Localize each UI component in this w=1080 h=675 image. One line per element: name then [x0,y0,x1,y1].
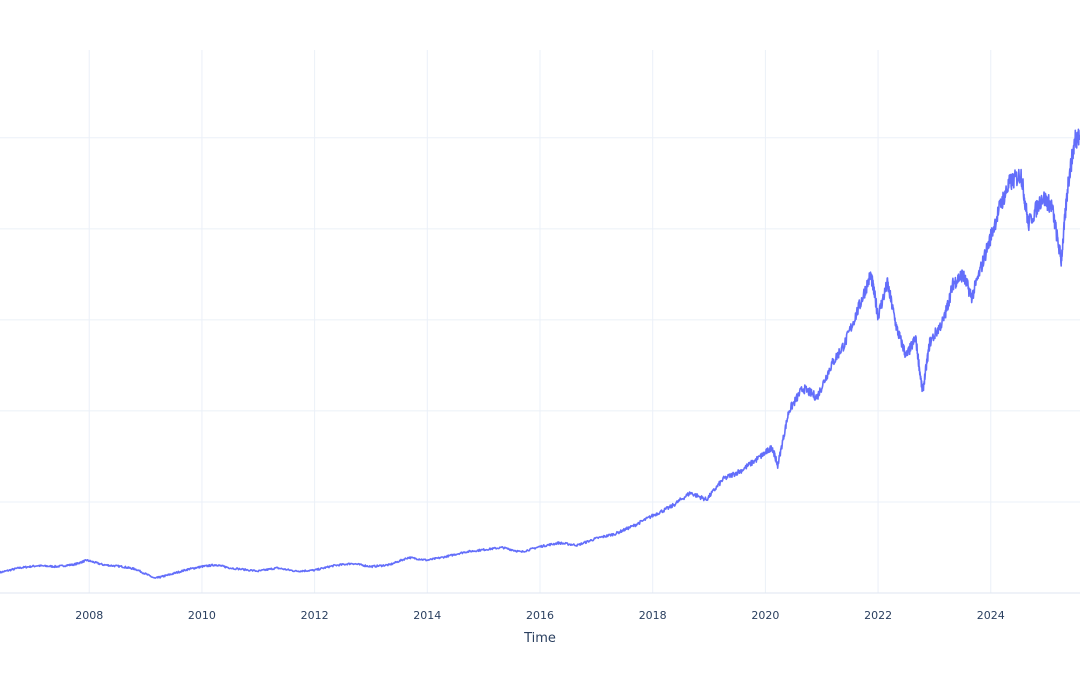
x-tick-label: 2016 [526,609,554,622]
x-tick-label: 2018 [639,609,667,622]
series-line [0,128,1080,579]
x-tick-label: 2024 [977,609,1005,622]
x-tick-label: 2020 [751,609,779,622]
x-axis-title: Time [523,631,556,646]
x-gridlines [88,50,992,593]
x-tick-label: 2012 [301,609,329,622]
x-tick-labels: 2008 2010 2012 2014 2016 2018 2020 2022 2024 [75,609,1005,622]
x-tick-label: 2022 [864,609,892,622]
x-tick-label: 2014 [413,609,441,622]
x-tick-label: 2010 [188,609,216,622]
y-gridlines [0,137,1080,503]
x-tick-label: 2008 [75,609,103,622]
